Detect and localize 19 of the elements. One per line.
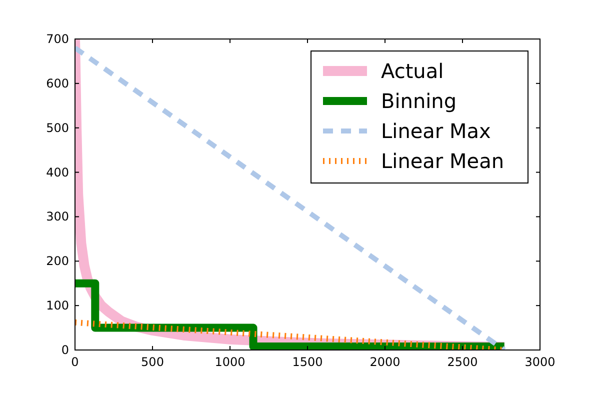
x-tick-label: 2500 xyxy=(447,355,478,369)
y-tick-label: 300 xyxy=(46,210,69,224)
y-tick-label: 200 xyxy=(46,254,69,268)
y-tick-label: 600 xyxy=(46,76,69,90)
legend-label: Linear Max xyxy=(381,119,492,143)
y-tick-label: 500 xyxy=(46,120,69,135)
x-tick-label: 2000 xyxy=(370,355,400,369)
y-tick-label: 0 xyxy=(61,343,69,357)
x-tick-label: 500 xyxy=(141,355,164,369)
x-tick-label: 3000 xyxy=(524,355,556,369)
y-tick-label: 100 xyxy=(46,298,69,313)
x-tick-label: 0 xyxy=(71,355,79,369)
legend-label: Binning xyxy=(381,89,457,113)
x-tick-label: 1000 xyxy=(214,355,246,369)
legend-label: Actual xyxy=(381,59,444,83)
legend-label: Linear Mean xyxy=(381,149,504,173)
y-tick-label: 700 xyxy=(46,32,69,46)
x-tick-label: 1500 xyxy=(292,355,323,369)
y-tick-label: 400 xyxy=(46,165,69,180)
